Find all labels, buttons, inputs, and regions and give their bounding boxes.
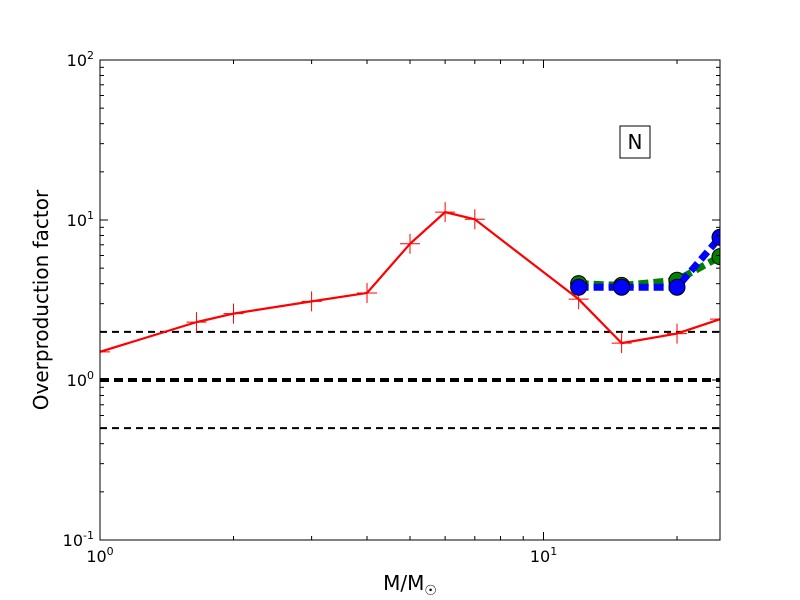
x-axis-label-subscript: ☉	[424, 583, 437, 599]
series-0-marker-6	[435, 202, 456, 223]
y-tick-label-1: 100	[67, 369, 94, 390]
x-tick-base: 10	[86, 547, 106, 566]
series-0-marker-2	[223, 303, 244, 324]
x-axis-label-main: M/M	[383, 571, 424, 595]
annotation-label: N	[628, 130, 643, 154]
series-0-marker-3	[301, 291, 322, 312]
y-tick-base: 10	[67, 371, 87, 390]
series-1-line	[578, 253, 720, 289]
y-tick-label-3: 102	[67, 49, 94, 70]
series-0-line	[100, 211, 720, 353]
y-tick-exp: -1	[83, 529, 94, 542]
series-2-marker-2	[668, 278, 686, 296]
reference-lines	[100, 330, 720, 430]
series-2-marker-3	[711, 228, 720, 246]
series-0-marker-1	[186, 312, 207, 333]
series-0-marker-7	[464, 209, 485, 230]
series-0	[100, 202, 720, 362]
y-tick-exp: 0	[87, 369, 94, 382]
y-tick-base: 10	[63, 531, 83, 550]
series-2-marker-1	[613, 278, 631, 296]
y-tick-exp: 2	[87, 49, 94, 62]
x-tick-label-0: 100	[86, 545, 113, 566]
y-axis-label: Overproduction factor	[29, 189, 53, 410]
y-tick-exp: 1	[87, 209, 94, 222]
series-0-marker-0	[100, 341, 110, 362]
axis-ticks	[99, 59, 720, 541]
series-2-line	[578, 234, 720, 291]
series-0-marker-5	[400, 233, 420, 254]
series-0-marker-10	[667, 323, 688, 344]
x-axis-label: M/M☉	[383, 571, 437, 599]
y-tick-label-2: 101	[67, 209, 94, 230]
annotation-box: N	[619, 125, 651, 159]
y-tick-base: 10	[67, 211, 87, 230]
series-0-marker-9	[611, 333, 632, 354]
x-tick-exp: 1	[550, 545, 557, 558]
series-1-marker-3	[711, 248, 720, 266]
series-2	[570, 228, 720, 296]
x-tick-label-1: 101	[530, 545, 557, 566]
x-tick-base: 10	[530, 547, 550, 566]
y-tick-base: 10	[67, 51, 87, 70]
series-0-marker-11	[710, 309, 720, 330]
series-2-marker-0	[570, 278, 588, 296]
x-tick-exp: 0	[107, 545, 114, 558]
series-0-marker-4	[357, 282, 378, 303]
y-tick-label-0: 10-1	[63, 529, 94, 550]
series-layer	[100, 202, 720, 362]
